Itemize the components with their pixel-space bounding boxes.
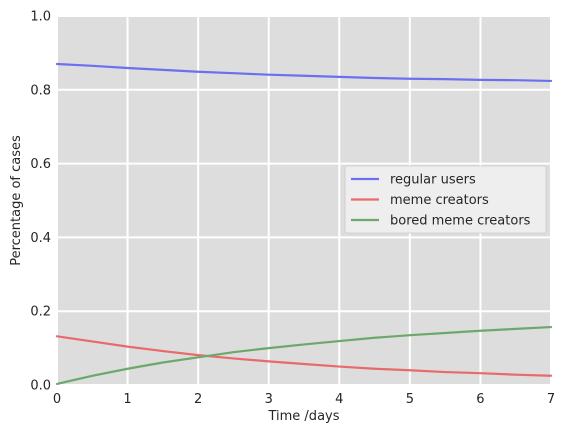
x-tick-label: 6 [476,392,484,407]
x-tick-label: 4 [335,392,343,407]
series-lines [55,62,553,385]
y-tick-label: 0.6 [30,157,51,172]
x-tick-label: 3 [265,392,273,407]
x-axis-ticks: 0 1 2 3 4 5 6 7 [53,392,555,407]
y-axis-label: Percentage of cases [9,135,24,266]
x-tick-label: 1 [123,392,131,407]
x-tick-label: 5 [406,392,414,407]
legend: regular users meme creators bored meme cre… [344,165,547,234]
grid-lines [56,15,552,386]
y-tick-label: 1.0 [30,10,51,25]
legend-label: meme creators [390,193,489,208]
y-tick-label: 0.8 [30,83,51,98]
y-tick-label: 0.4 [30,231,51,246]
series-line-0 [55,62,553,83]
legend-box [344,165,547,234]
y-axis-ticks: 0.0 0.2 0.4 0.6 0.8 1.0 [30,10,51,394]
x-tick-label: 7 [547,392,555,407]
y-tick-label: 0.2 [30,305,51,320]
legend-label: bored meme creators [390,214,531,229]
series-line-2 [55,325,553,385]
series-line-1 [55,335,553,377]
legend-label: regular users [390,173,476,188]
x-tick-label: 0 [53,392,61,407]
y-tick-label: 0.0 [30,379,51,394]
x-axis-label: Time /days [267,409,339,424]
x-tick-label: 2 [194,392,202,407]
